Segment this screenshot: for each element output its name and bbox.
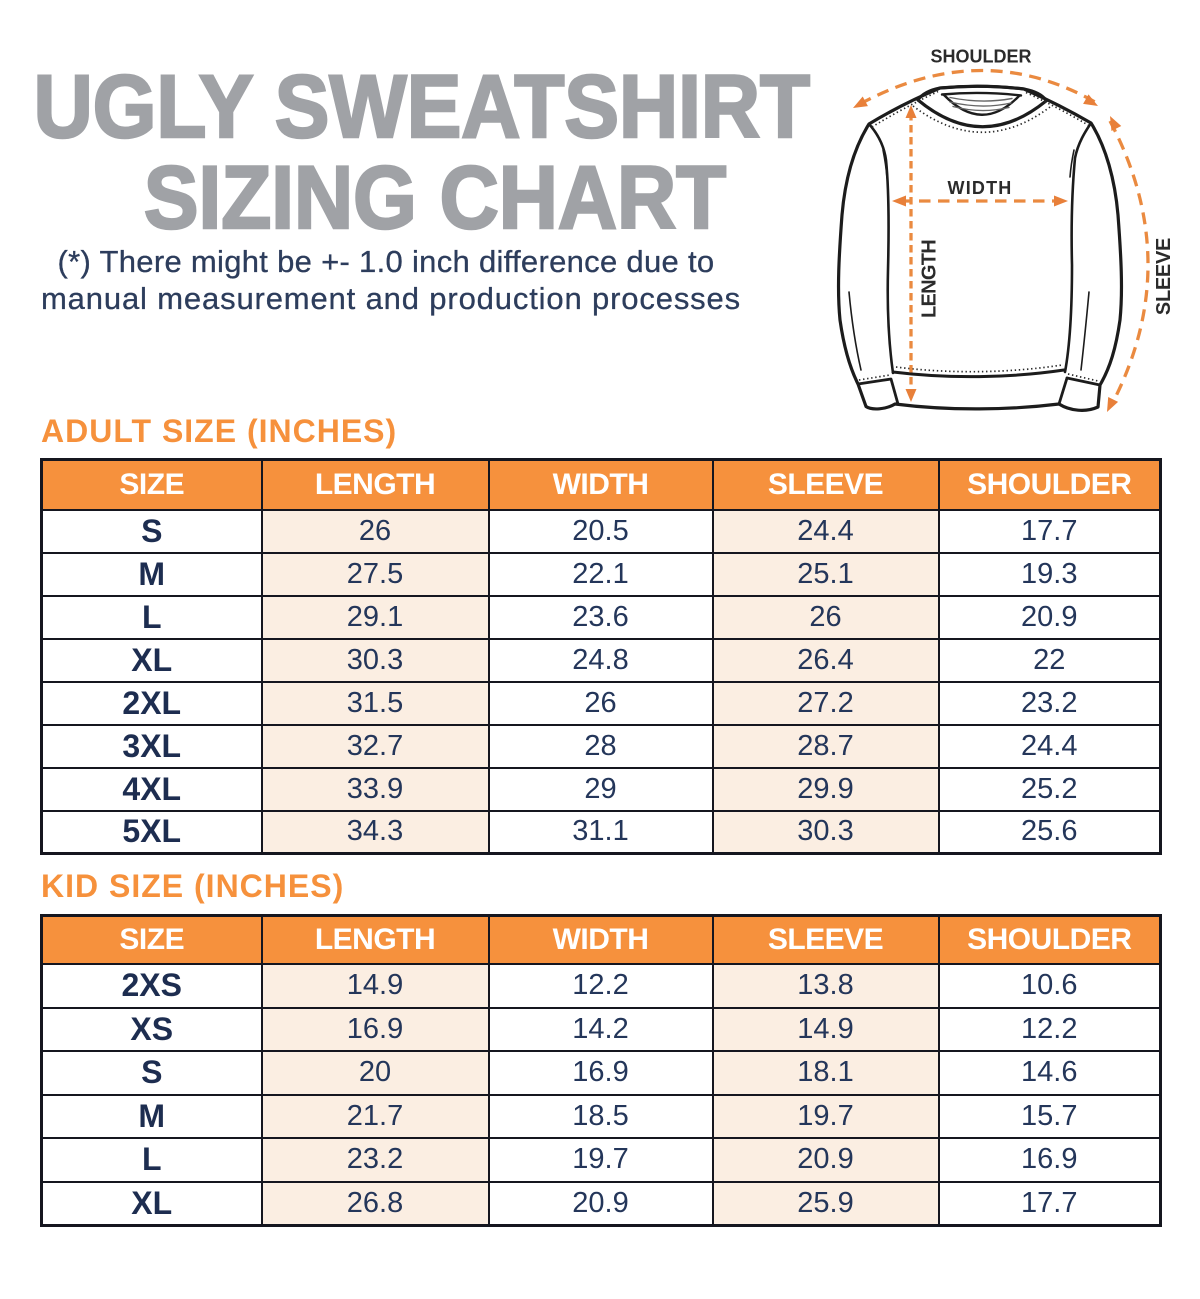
svg-text:SLEEVE: SLEEVE <box>1153 238 1175 315</box>
svg-text:WIDTH: WIDTH <box>948 178 1013 198</box>
svg-text:LENGTH: LENGTH <box>919 240 941 318</box>
svg-text:SHOULDER: SHOULDER <box>930 47 1031 67</box>
